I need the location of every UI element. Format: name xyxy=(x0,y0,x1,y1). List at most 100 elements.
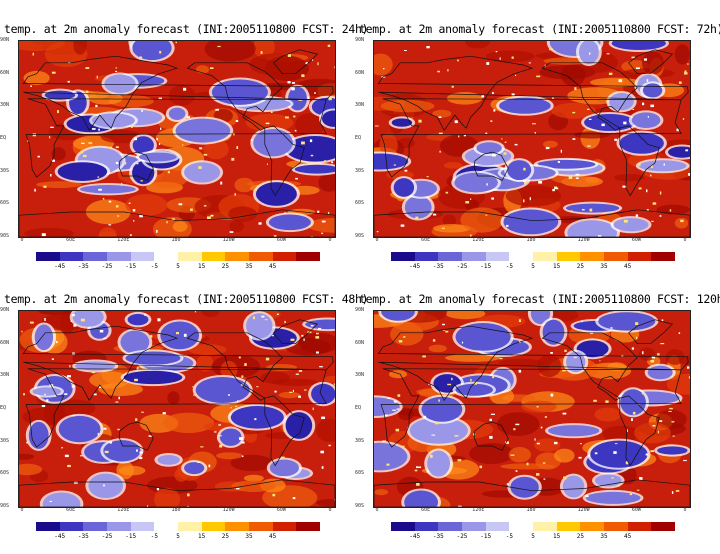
noise-speck xyxy=(544,479,546,480)
noise-speck xyxy=(214,431,217,432)
noise-speck xyxy=(396,429,400,432)
noise-speck xyxy=(204,154,208,156)
noise-speck xyxy=(653,425,656,426)
colorbar-swatch xyxy=(249,522,273,531)
noise-speck xyxy=(607,53,610,54)
noise-speck xyxy=(657,353,660,355)
warm-anomaly-patch xyxy=(448,136,466,153)
noise-speck xyxy=(108,224,111,225)
noise-speck xyxy=(115,71,117,72)
noise-speck xyxy=(140,180,143,181)
longitude-tick-label: 0 xyxy=(328,237,331,243)
noise-speck xyxy=(422,356,426,358)
cool-anomaly-patch xyxy=(548,425,599,436)
noise-speck xyxy=(613,451,616,454)
colorbar-swatch xyxy=(533,522,557,531)
noise-speck xyxy=(650,450,654,452)
noise-speck xyxy=(519,370,522,373)
noise-speck xyxy=(295,178,298,180)
noise-speck xyxy=(230,231,234,233)
colorbar-swatch xyxy=(83,252,107,261)
warm-anomaly-patch xyxy=(460,207,503,232)
latitude-tick-label: 30S xyxy=(355,168,364,174)
noise-speck xyxy=(481,95,484,98)
noise-speck xyxy=(500,57,501,59)
warm-anomaly-patch xyxy=(163,413,214,433)
noise-speck xyxy=(129,203,131,204)
noise-speck xyxy=(537,443,540,445)
noise-speck xyxy=(619,79,623,82)
latitude-tick-label: EQ xyxy=(355,135,361,141)
noise-speck xyxy=(386,464,389,466)
warm-anomaly-patch xyxy=(249,54,302,76)
noise-speck xyxy=(218,424,221,425)
noise-speck xyxy=(404,50,407,51)
noise-speck xyxy=(242,456,244,458)
noise-speck xyxy=(624,220,628,223)
noise-speck xyxy=(324,160,325,163)
cool-anomaly-patch xyxy=(92,113,135,127)
noise-speck xyxy=(184,334,187,337)
noise-speck xyxy=(589,119,592,120)
noise-speck xyxy=(642,351,643,354)
noise-speck xyxy=(435,422,439,425)
colorbar-tick-label: -25 xyxy=(457,263,468,270)
noise-speck xyxy=(331,162,333,164)
noise-speck xyxy=(651,221,653,222)
anomaly-field xyxy=(374,311,690,507)
noise-speck xyxy=(685,149,688,151)
noise-speck xyxy=(284,321,286,323)
noise-speck xyxy=(239,357,241,359)
noise-speck xyxy=(433,214,436,216)
noise-speck xyxy=(489,436,492,439)
noise-speck xyxy=(623,122,626,125)
noise-speck xyxy=(403,336,405,338)
noise-speck xyxy=(405,170,408,172)
noise-speck xyxy=(399,340,403,342)
forecast-panel-120h: temp. at 2m anomaly forecast (INI:200511… xyxy=(355,292,700,554)
noise-speck xyxy=(139,457,142,459)
colorbar-swatch xyxy=(202,522,226,531)
longitude-tick-label: 180 xyxy=(526,237,535,243)
noise-speck xyxy=(329,445,331,446)
cool-anomaly-patch xyxy=(270,460,299,477)
noise-speck xyxy=(687,64,689,65)
colorbar-swatches xyxy=(36,252,320,261)
noise-speck xyxy=(43,186,46,188)
noise-speck xyxy=(550,352,553,354)
noise-speck xyxy=(261,316,264,318)
noise-speck xyxy=(486,62,489,65)
colorbar-swatch xyxy=(486,522,510,531)
panel-title: temp. at 2m anomaly forecast (INI:200511… xyxy=(4,22,344,36)
longitude-tick-label: 180 xyxy=(171,237,180,243)
noise-speck xyxy=(30,85,31,87)
noise-speck xyxy=(313,408,314,411)
colorbar-swatch xyxy=(154,522,178,531)
noise-speck xyxy=(67,375,71,377)
noise-speck xyxy=(639,163,641,166)
warm-anomaly-patch xyxy=(537,355,561,377)
colorbar-swatch xyxy=(604,522,628,531)
colorbar-swatch xyxy=(509,252,533,261)
noise-speck xyxy=(291,88,294,91)
colorbar-tick-label: -25 xyxy=(102,263,113,270)
cool-anomaly-patch xyxy=(184,462,204,474)
noise-speck xyxy=(660,215,662,217)
noise-speck xyxy=(322,221,326,223)
noise-speck xyxy=(316,333,319,335)
noise-speck xyxy=(334,383,335,385)
noise-speck xyxy=(92,128,96,130)
latitude-tick-label: 60S xyxy=(355,200,364,206)
noise-speck xyxy=(98,433,99,435)
cool-anomaly-patch xyxy=(584,114,635,131)
noise-speck xyxy=(293,116,295,118)
noise-speck xyxy=(271,112,273,114)
colorbar-tick-label: 25 xyxy=(577,533,584,540)
noise-speck xyxy=(415,217,418,220)
noise-speck xyxy=(157,488,159,490)
noise-speck xyxy=(614,139,617,141)
noise-speck xyxy=(296,374,299,375)
